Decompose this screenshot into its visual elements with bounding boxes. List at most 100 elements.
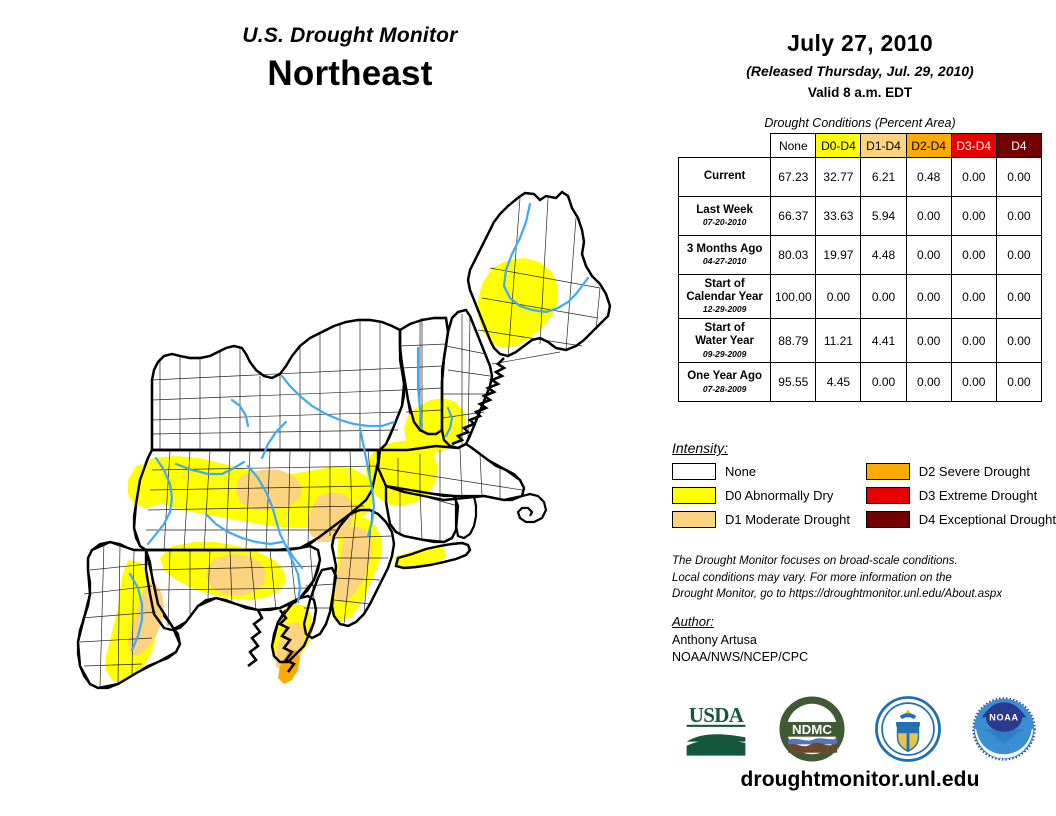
swatch-d0-icon (672, 487, 716, 504)
cell-current-d4: 0.00 (995, 157, 1043, 197)
cell-wy-d0d4: 11.21 (815, 318, 862, 364)
svg-text:NOAA: NOAA (989, 713, 1019, 723)
cell-caly-d2d4: 0.00 (905, 273, 952, 320)
date-block: July 27, 2010 (Released Thursday, Jul. 2… (664, 0, 1056, 100)
swatch-d4-icon (865, 511, 910, 528)
legend-item-d2[interactable]: D2 Severe Drought (865, 463, 1056, 480)
swatch-d3-icon (865, 487, 910, 504)
cell-1yr-d2d4: 0.00 (905, 362, 952, 403)
row-title: One Year Ago (687, 370, 763, 383)
table-row[interactable]: Start of Calendar Year 12-29-2009 100.00… (677, 273, 1043, 320)
intensity-legend-grid: None D2 Severe Drought D0 Abnormally Dry… (672, 463, 1056, 528)
cell-3mo-d1d4: 4.48 (860, 235, 907, 275)
row-title: 3 Months Ago (686, 243, 763, 255)
cell-3mo-none: 80.03 (770, 235, 817, 275)
row-title: Last Week (696, 204, 753, 216)
cell-1yr-d1d4: 0.00 (860, 362, 907, 403)
usda-logo-icon[interactable]: USDA (681, 694, 751, 764)
legend-label-d1: D1 Moderate Drought (725, 512, 851, 527)
commerce-logo-icon[interactable] (873, 694, 943, 764)
d1-area-se-pa (308, 492, 354, 542)
right-info-panel: July 27, 2010 (Released Thursday, Jul. 2… (664, 0, 1056, 816)
row-label-3-months-ago: 3 Months Ago 04-27-2010 (677, 235, 772, 275)
site-url[interactable]: droughtmonitor.unl.edu (740, 768, 980, 791)
cell-lastweek-d4: 0.00 (995, 196, 1043, 236)
col-header-none: None (770, 133, 817, 158)
col-header-d2d4: D2-D4 (905, 133, 952, 158)
d2-area-lower-delmarva (278, 650, 300, 684)
table-row[interactable]: Last Week 07-20-2010 66.37 33.63 5.94 0.… (677, 196, 1043, 236)
row-date: 09-29-2009 (702, 348, 747, 359)
legend-item-d0[interactable]: D0 Abnormally Dry (672, 487, 852, 504)
legend-label-d4: D4 Exceptional Drought (918, 512, 1056, 527)
d0-area-long-island (394, 546, 446, 568)
valid-time: Valid 8 a.m. EDT (807, 85, 913, 100)
row-date: 07-28-2009 (702, 383, 747, 394)
intensity-legend-title: Intensity: (672, 440, 729, 456)
cape-cod (511, 492, 548, 524)
cell-lastweek-d3d4: 0.00 (950, 196, 997, 236)
map-title-block: U.S. Drought Monitor Northeast (150, 24, 550, 94)
row-title-line2: Calendar Year (686, 291, 763, 304)
legend-item-d1[interactable]: D1 Moderate Drought (672, 511, 852, 528)
disclaimer-line-2: Local conditions may vary. For more info… (672, 571, 952, 584)
logo-row: USDA NDMC (664, 690, 1056, 768)
cell-current-d2d4: 0.48 (905, 157, 952, 197)
row-date: 07-20-2010 (702, 217, 747, 228)
row-date: 04-27-2010 (702, 256, 747, 267)
stats-table-body: Current 67.23 32.77 6.21 0.48 0.00 0.00 … (677, 157, 1043, 403)
disclaimer-text: The Drought Monitor focuses on broad-sca… (672, 553, 1056, 603)
col-header-d1d4: D1-D4 (860, 133, 907, 158)
drought-statistics-table[interactable]: None D0-D4 D1-D4 D2-D4 D3-D4 D4 Current … (677, 133, 1043, 403)
stats-header-row: None D0-D4 D1-D4 D2-D4 D3-D4 D4 (679, 133, 1043, 158)
map-d2-layer (278, 650, 300, 684)
row-label-last-week: Last Week 07-20-2010 (677, 196, 772, 236)
d1-area-central-pa (236, 470, 302, 510)
region-title: Northeast (267, 54, 433, 93)
table-row[interactable]: Current 67.23 32.77 6.21 0.48 0.00 0.00 (677, 157, 1043, 197)
stats-table: None D0-D4 D1-D4 D2-D4 D3-D4 D4 Current … (677, 133, 1043, 403)
legend-item-d4[interactable]: D4 Exceptional Drought (865, 511, 1056, 528)
page-title: U.S. Drought Monitor (242, 24, 458, 47)
row-title-line1: Start of (704, 322, 745, 335)
cell-wy-d2d4: 0.00 (905, 318, 952, 364)
map-svg (76, 190, 612, 690)
cell-wy-none: 88.79 (770, 318, 817, 364)
table-caption: Drought Conditions (Percent Area) (764, 116, 956, 130)
cell-3mo-d4: 0.00 (995, 235, 1043, 275)
cell-lastweek-d2d4: 0.00 (905, 196, 952, 236)
table-row[interactable]: Start of Water Year 09-29-2009 88.79 11.… (677, 318, 1043, 364)
stats-header-corner (679, 134, 771, 158)
cell-3mo-d0d4: 19.97 (815, 235, 862, 275)
author-name: Anthony Artusa (672, 633, 757, 647)
author-block: Author: Anthony Artusa NOAA/NWS/NCEP/CPC (672, 614, 1056, 666)
col-header-d4: D4 (995, 133, 1043, 158)
row-label-current: Current (677, 157, 772, 197)
cell-lastweek-d0d4: 33.63 (815, 196, 862, 236)
author-affiliation: NOAA/NWS/NCEP/CPC (672, 649, 809, 664)
legend-label-none: None (725, 464, 757, 479)
cell-caly-d3d4: 0.00 (950, 273, 997, 320)
row-date: 12-29-2009 (702, 304, 747, 315)
cell-3mo-d3d4: 0.00 (950, 235, 997, 275)
intensity-legend: Intensity: None D2 Severe Drought D0 Abn… (672, 440, 1056, 528)
row-title: Current (703, 170, 746, 183)
noaa-logo-icon[interactable]: NOAA (969, 694, 1039, 764)
drought-map[interactable] (0, 118, 664, 720)
col-header-d3d4: D3-D4 (950, 133, 997, 158)
row-label-start-calendar-year: Start of Calendar Year 12-29-2009 (677, 273, 772, 320)
cell-current-d0d4: 32.77 (815, 157, 862, 197)
legend-item-none[interactable]: None (672, 463, 852, 480)
table-row[interactable]: 3 Months Ago 04-27-2010 80.03 19.97 4.48… (677, 235, 1043, 275)
cell-1yr-none: 95.55 (770, 362, 817, 403)
legend-item-d3[interactable]: D3 Extreme Drought (865, 487, 1056, 504)
cell-current-d3d4: 0.00 (950, 157, 997, 197)
swatch-d2-icon (865, 463, 910, 480)
table-row[interactable]: One Year Ago 07-28-2009 95.55 4.45 0.00 … (677, 362, 1043, 403)
row-label-one-year-ago: One Year Ago 07-28-2009 (677, 362, 772, 403)
cell-caly-d1d4: 0.00 (860, 273, 907, 320)
ndmc-logo-icon[interactable]: NDMC (777, 694, 847, 764)
disclaimer-line-3[interactable]: Drought Monitor, go to https://droughtmo… (672, 588, 1003, 601)
svg-text:NDMC: NDMC (792, 722, 832, 737)
cell-1yr-d4: 0.00 (995, 362, 1043, 403)
